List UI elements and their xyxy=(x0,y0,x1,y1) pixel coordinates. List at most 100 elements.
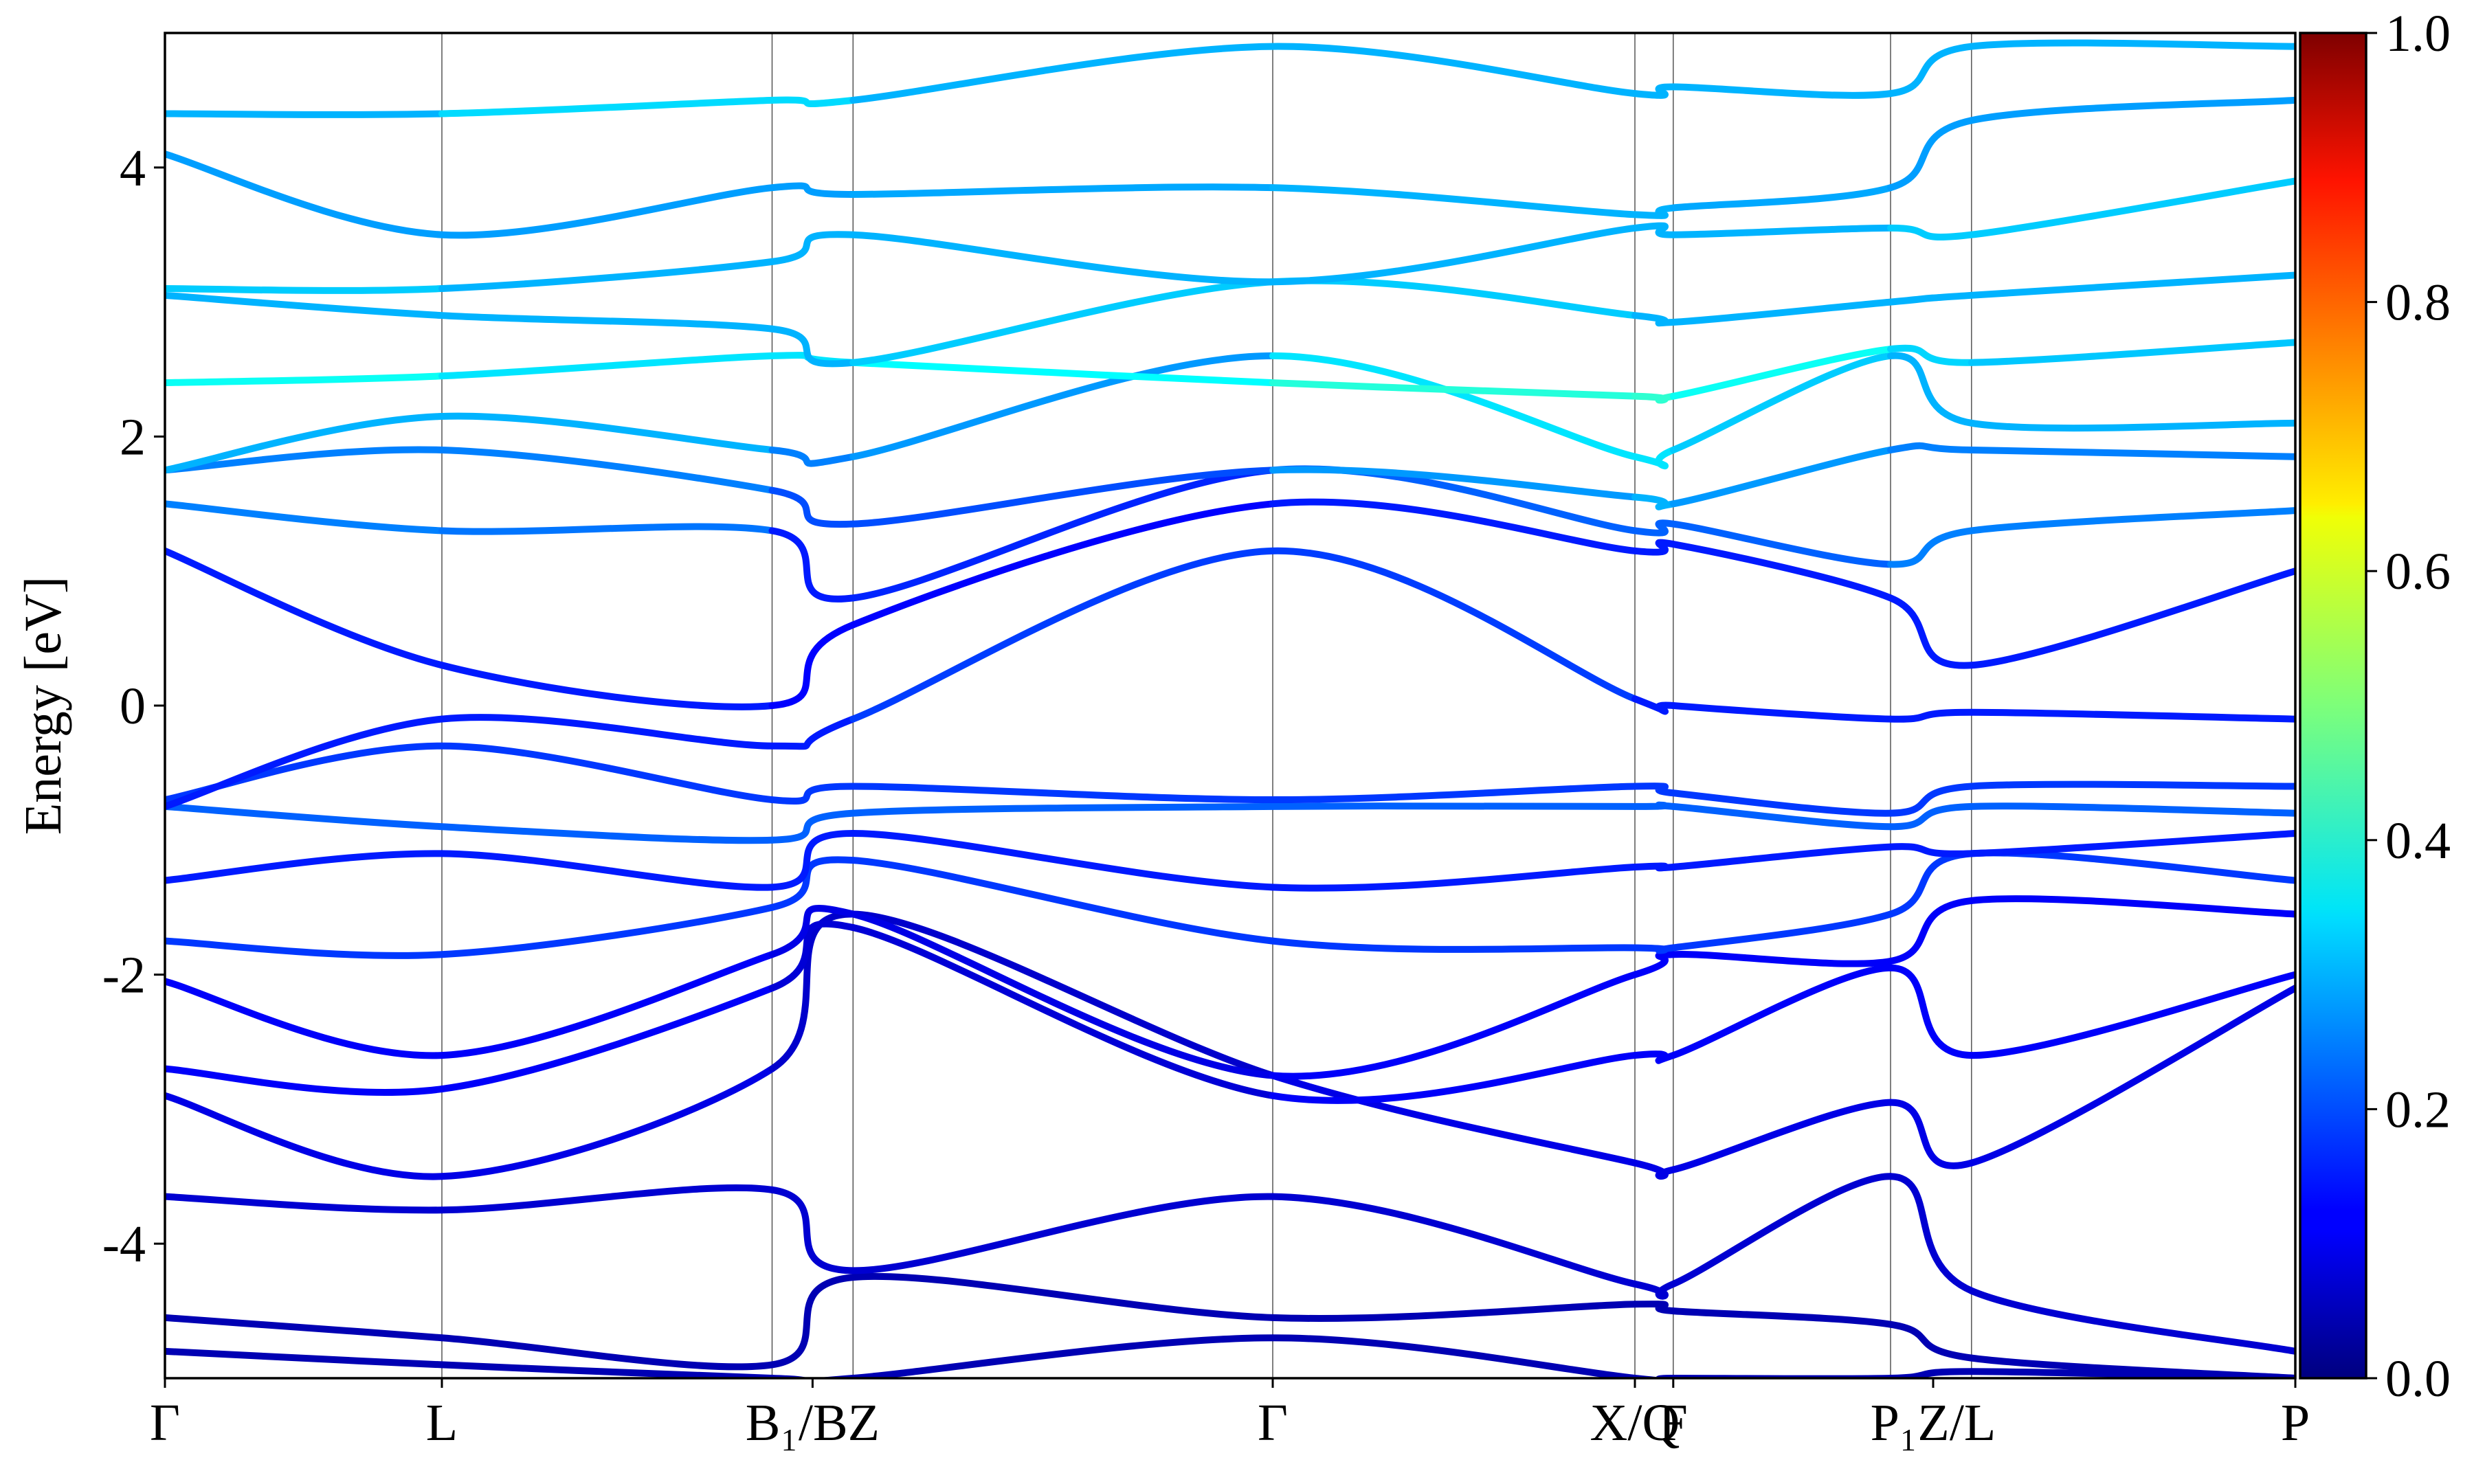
colorbar-tick-label: 0.6 xyxy=(2385,543,2451,600)
band-19-segment xyxy=(165,1347,445,1369)
band-0-segment xyxy=(1631,1301,1677,1315)
band-13-segment xyxy=(849,352,1276,460)
band-11-segment xyxy=(1968,507,2295,535)
band-10-segment xyxy=(768,621,857,709)
band-15-segment xyxy=(165,291,445,319)
band-7-segment xyxy=(1669,802,1894,831)
band-15-segment xyxy=(1269,277,1638,319)
band-15-segment xyxy=(1631,312,1677,327)
band-2-segment xyxy=(1669,1099,1894,1173)
y-tick-label: 4 xyxy=(120,139,146,197)
band-16-segment xyxy=(165,285,445,294)
bands-group xyxy=(165,39,2295,1378)
band-7-segment xyxy=(1887,802,1975,831)
band-14-segment xyxy=(1269,379,1638,400)
band-11-segment xyxy=(165,500,445,535)
band-17-segment xyxy=(849,183,1276,198)
band-14-segment xyxy=(1669,346,1894,400)
y-tick-label: -2 xyxy=(102,947,146,1004)
band-17-segment xyxy=(1669,184,1894,212)
band-17-segment xyxy=(165,150,445,238)
band-8-segment xyxy=(1269,783,1638,804)
band-1-segment xyxy=(849,1193,1276,1274)
band-17-segment xyxy=(1887,117,1975,192)
band-18-segment xyxy=(849,43,1276,104)
band-1-segment xyxy=(768,1186,857,1274)
band-6-segment xyxy=(165,850,445,884)
band-14-segment xyxy=(1887,344,1975,366)
band-9-segment xyxy=(1269,547,1638,703)
band-16-segment xyxy=(1269,224,1638,286)
band-15-segment xyxy=(1669,298,1894,326)
band-3-segment xyxy=(1269,1052,1638,1104)
band-4-segment xyxy=(438,951,776,1059)
band-16-segment xyxy=(1887,224,1975,241)
band-2-segment xyxy=(768,910,857,1072)
band-9-segment xyxy=(1669,702,1894,723)
band-3-segment xyxy=(165,1065,445,1097)
band-15-segment xyxy=(1887,291,1975,306)
band-13-segment xyxy=(1631,446,1677,470)
band-16-segment xyxy=(1968,177,2295,238)
band-18-segment xyxy=(438,96,776,117)
band-4-segment xyxy=(1269,971,1638,1080)
band-9-segment xyxy=(1968,708,2295,723)
colorbar xyxy=(2299,32,2367,1380)
band-2-segment xyxy=(849,910,1276,1079)
band-6-segment xyxy=(1631,862,1677,872)
band-12-segment xyxy=(768,486,857,528)
band-1-segment xyxy=(1631,1280,1677,1300)
band-4-segment xyxy=(1968,895,2295,918)
band-15-segment xyxy=(438,312,776,333)
band-2-segment xyxy=(438,1065,776,1180)
band-17-segment xyxy=(438,184,776,239)
band-0-segment xyxy=(165,1314,445,1342)
band-6-segment xyxy=(1968,830,2295,857)
band-2-segment xyxy=(1968,985,2295,1167)
band-8-segment xyxy=(768,783,857,805)
band-17-segment xyxy=(1631,204,1677,219)
band-0-segment xyxy=(1669,1307,1894,1328)
band-10-segment xyxy=(165,547,445,669)
band-1-segment xyxy=(165,1193,445,1214)
band-7-segment xyxy=(1269,802,1638,810)
band-13-segment xyxy=(768,446,857,467)
band-5-segment xyxy=(1269,937,1638,953)
band-1-segment xyxy=(1887,1173,1975,1294)
band-2-segment xyxy=(1631,1159,1677,1180)
band-12-segment xyxy=(1887,442,1975,453)
colorbar-tick-label: 1.0 xyxy=(2385,5,2451,63)
band-6-segment xyxy=(1887,843,1975,857)
band-1-segment xyxy=(1968,1287,2295,1355)
band-12-segment xyxy=(1269,466,1638,501)
band-0-segment xyxy=(438,1334,776,1371)
band-3-segment xyxy=(1968,971,2295,1059)
y-axis: -4 -2 0 2 4 xyxy=(102,139,165,1273)
band-14-segment xyxy=(1631,392,1677,404)
band-10-segment xyxy=(1887,594,1975,669)
band-11-segment xyxy=(1669,520,1894,568)
x-tick-label: P₁Z/L xyxy=(1871,1394,1996,1452)
band-9-segment xyxy=(438,714,776,750)
band-9-segment xyxy=(849,547,1276,723)
colorbar-tick-label: 0.0 xyxy=(2385,1350,2451,1408)
band-7-segment xyxy=(165,802,445,831)
band-3-segment xyxy=(849,924,1276,1099)
band-5-segment xyxy=(165,937,445,959)
band-2-segment xyxy=(165,1092,445,1180)
band-11-segment xyxy=(849,466,1276,602)
band-7-segment xyxy=(1631,801,1677,810)
band-0-segment xyxy=(1269,1301,1638,1322)
band-7-segment xyxy=(1968,802,2295,817)
band-12-segment xyxy=(1631,493,1677,510)
band-16-segment xyxy=(768,231,857,265)
band-12-segment xyxy=(438,446,776,494)
band-5-segment xyxy=(768,856,857,911)
band-13-segment xyxy=(1887,352,1975,427)
band-5-segment xyxy=(1968,849,2295,884)
band-9-segment xyxy=(768,715,857,750)
band-16-segment xyxy=(438,258,776,293)
band-3-segment xyxy=(1631,1050,1677,1064)
band-19-segment xyxy=(1269,1334,1638,1378)
band-13-segment xyxy=(1669,352,1894,453)
